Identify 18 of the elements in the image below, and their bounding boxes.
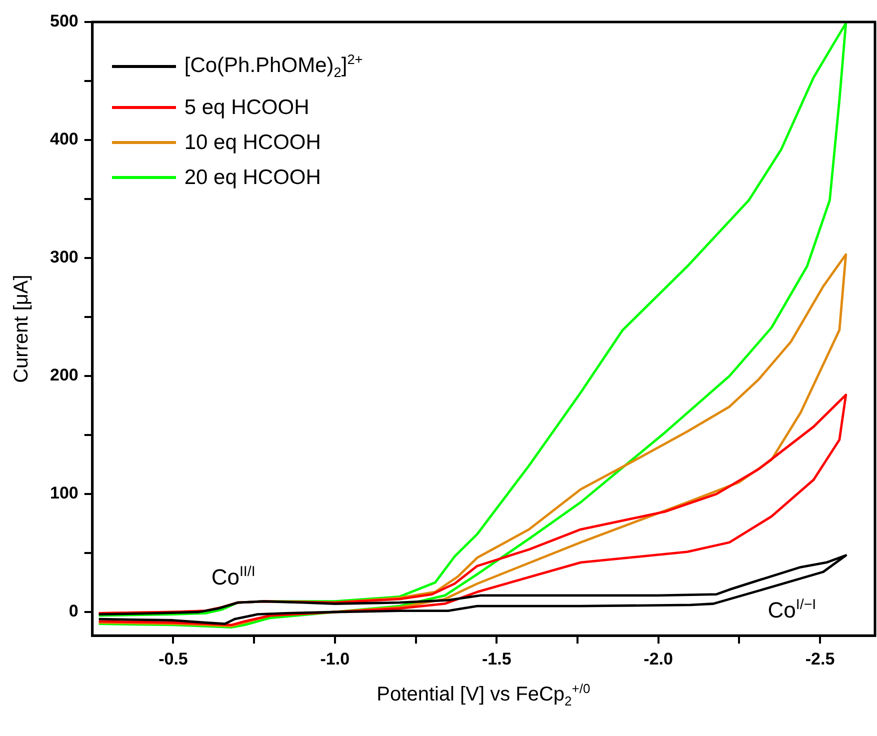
y-tick-label: 0 [68,602,78,621]
annotation: Co$^{I/−I}$ [768,596,816,624]
y-tick-label: 200 [50,366,78,385]
y-tick-label: 500 [50,12,78,31]
y-tick-label: 300 [50,248,78,267]
x-tick-label: -2.5 [805,649,835,668]
x-tick-label: -1.0 [320,649,350,668]
legend-label: 20 eq HCOOH [184,165,321,192]
x-tick-label: -1.5 [482,649,512,668]
y-tick-label: 100 [50,484,78,503]
legend-label: [Co(Ph.PhOMe)$_{2}$]$^{2+}$ [184,51,363,82]
x-tick-label: -2.0 [644,649,673,668]
legend-label: 5 eq HCOOH [184,95,310,122]
x-tick-label: -0.5 [158,649,188,668]
annotation: Co$^{II/I}$ [211,564,256,590]
y-axis-title: Current [μA] [10,274,33,383]
y-tick-label: 400 [50,130,78,149]
legend-label: 10 eq HCOOH [184,130,321,156]
